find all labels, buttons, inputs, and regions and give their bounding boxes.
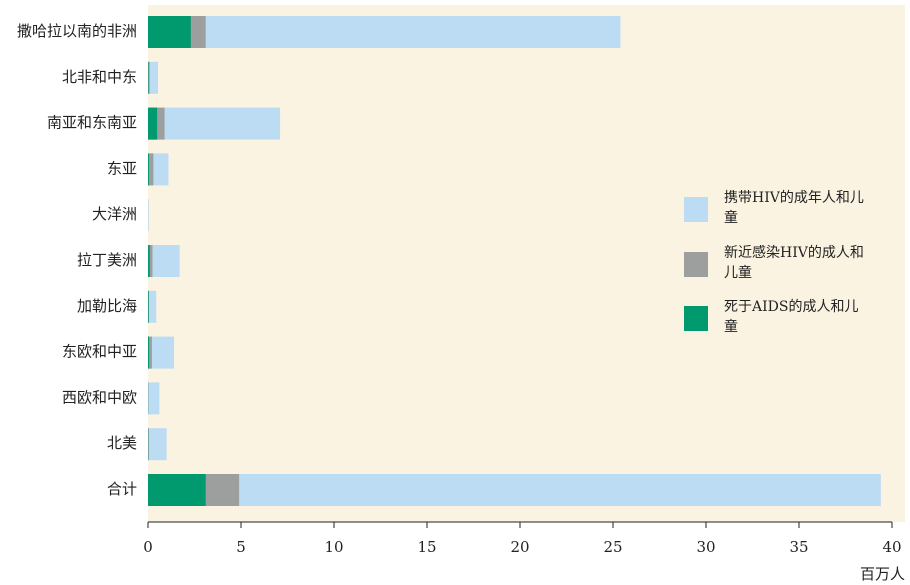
- x-axis-label: 百万人: [860, 565, 905, 583]
- legend-swatch: [684, 197, 708, 222]
- bar: [148, 153, 149, 186]
- bar: [148, 245, 150, 277]
- bar: [148, 474, 206, 506]
- y-tick-label: 合计: [107, 480, 137, 498]
- bar: [148, 107, 281, 140]
- x-tick-label: 35: [789, 538, 808, 556]
- bar: [148, 428, 167, 461]
- bar: [148, 61, 159, 94]
- y-tick-label: 东欧和中亚: [62, 343, 137, 361]
- bar: [148, 16, 621, 48]
- plot-background: [148, 5, 905, 522]
- bar: [148, 245, 180, 277]
- bar: [148, 290, 157, 323]
- x-tick-label: 5: [236, 538, 246, 556]
- bar: [148, 245, 153, 277]
- bar: [148, 382, 160, 415]
- bar: [148, 336, 175, 369]
- x-tick-label: 30: [696, 538, 715, 556]
- bar: [148, 474, 881, 506]
- bar: [148, 199, 149, 232]
- legend-label: 死于AIDS的成人和儿童: [724, 299, 859, 335]
- x-tick-label: 10: [324, 538, 343, 556]
- y-tick-label: 南亚和东南亚: [47, 114, 137, 132]
- y-tick-label: 东亚: [107, 159, 137, 177]
- legend-label: 新近感染HIV的成人和儿童: [724, 245, 864, 281]
- bar: [148, 107, 158, 140]
- legend-swatch: [684, 252, 708, 277]
- x-tick-label: 20: [510, 538, 529, 556]
- bar: [148, 61, 150, 94]
- bar: [148, 16, 191, 48]
- bar: [148, 428, 149, 461]
- legend-label: 携带HIV的成年人和儿童: [724, 190, 864, 226]
- x-tick-label: 0: [143, 538, 153, 556]
- x-tick-label: 15: [417, 538, 436, 556]
- bar: [148, 336, 150, 369]
- bar: [148, 61, 149, 94]
- y-tick-label: 北美: [107, 434, 137, 452]
- legend-swatch: [684, 306, 708, 331]
- x-tick-label: 40: [882, 538, 901, 556]
- bar: [148, 153, 154, 186]
- y-tick-label: 加勒比海: [77, 297, 137, 315]
- y-tick-label: 西欧和中欧: [62, 388, 137, 406]
- bar: [148, 290, 149, 323]
- y-tick-label: 北非和中东: [62, 68, 137, 86]
- y-tick-label: 大洋洲: [92, 205, 137, 223]
- x-tick-label: 25: [603, 538, 622, 556]
- y-tick-label: 撒哈拉以南的非洲: [17, 22, 137, 40]
- bar: [148, 336, 152, 369]
- y-tick-label: 拉丁美洲: [77, 251, 137, 269]
